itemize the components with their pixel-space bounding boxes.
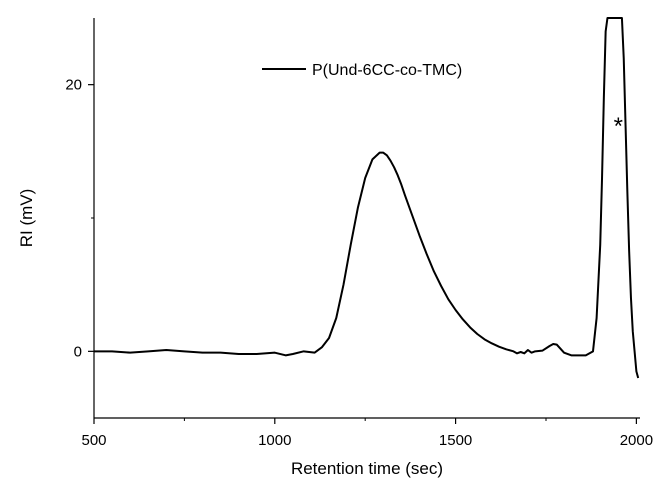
legend-label: P(Und-6CC-co-TMC) (312, 62, 462, 79)
x-tick-label: 500 (81, 432, 106, 449)
legend: P(Und-6CC-co-TMC) (262, 62, 462, 79)
series-layer (94, 17, 640, 379)
peak-annotation: * (614, 113, 623, 140)
x-tick-label: 2000 (620, 432, 653, 449)
y-tick-label: 0 (74, 343, 82, 360)
x-axis-label: Retention time (sec) (291, 459, 443, 478)
axis-ticks (88, 84, 637, 424)
x-tick-label: 1500 (439, 432, 472, 449)
annotations: * (614, 113, 623, 140)
y-tick-label: 20 (65, 77, 82, 94)
x-tick-label: 1000 (258, 432, 291, 449)
axis-tick-labels: 500 1000 1500 2000 0 20 (65, 77, 653, 449)
y-axis-label: RI (mV) (17, 189, 36, 248)
series-line (94, 17, 640, 379)
